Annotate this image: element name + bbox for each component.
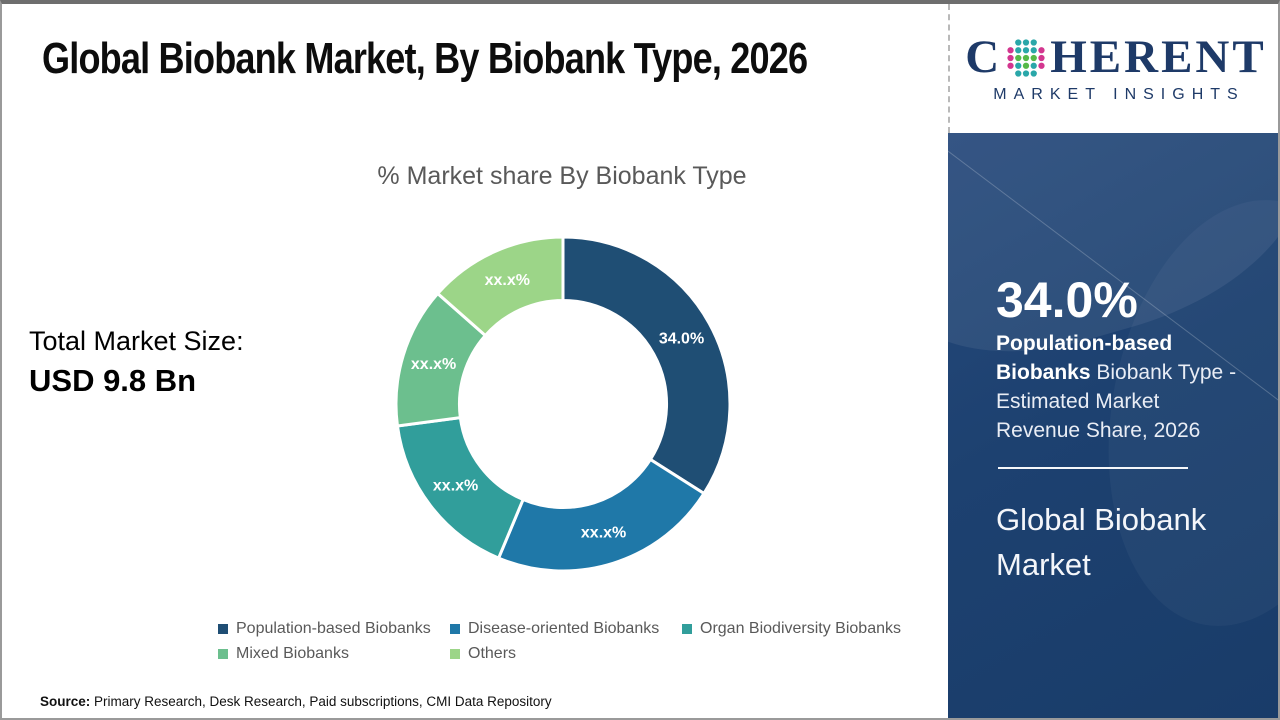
legend-label: Others (468, 645, 517, 662)
sidebar-market-title: Global Biobank Market (996, 502, 1207, 582)
legend-swatch-icon (450, 624, 460, 634)
page-title: Global Biobank Market, By Biobank Type, … (42, 34, 808, 83)
logo-subtitle: MARKET INSIGHTS (993, 86, 1245, 103)
donut-slice-0 (561, 235, 732, 496)
legend-item: Disease-oriented Biobanks (450, 620, 682, 638)
legend-item: Mixed Biobanks (218, 645, 450, 663)
slice-label-3: xx.x% (411, 356, 456, 373)
chart-title: % Market share By Biobank Type (377, 162, 747, 190)
source-label: Source: (40, 694, 91, 709)
donut-slice-4 (435, 235, 565, 338)
source-note: Source: Primary Research, Desk Research,… (40, 694, 552, 709)
coherent-logo: C HERENT MARKET INSIGHTS (948, 4, 1278, 133)
chart-legend: Population-based Biobanks Disease-oriente… (218, 620, 914, 670)
logo-wordmark: C HERENT (965, 33, 1266, 81)
source-text: Primary Research, Desk Research, Paid su… (90, 694, 552, 709)
logo-letters-herent: HERENT (1050, 30, 1267, 83)
legend-row: Population-based Biobanks Disease-oriente… (218, 620, 914, 638)
right-column: C HERENT MARKET INSIGHTS 34.0% Po (948, 4, 1278, 718)
legend-swatch-icon (682, 624, 692, 634)
coherent-logo-dots-icon (1007, 39, 1045, 77)
legend-swatch-icon (218, 649, 228, 659)
legend-item: Population-based Biobanks (218, 620, 450, 638)
divider-line (998, 467, 1188, 469)
legend-row: Mixed Biobanks Others (218, 645, 914, 663)
legend-label: Mixed Biobanks (236, 645, 349, 662)
slice-label-4: xx.x% (485, 272, 530, 289)
legend-item: Organ Biodiversity Biobanks (682, 620, 914, 638)
donut-svg: 34.0% xx.x% xx.x% xx.x% xx.x% (394, 235, 732, 573)
legend-label: Disease-oriented Biobanks (468, 620, 660, 637)
legend-swatch-icon (450, 649, 460, 659)
stat-description: Population-based Biobanks Biobank Type -… (996, 329, 1246, 445)
slice-label-1: xx.x% (581, 525, 626, 542)
slice-label-0: 34.0% (659, 330, 704, 347)
stat-value: 34.0% (996, 272, 1138, 328)
market-size-label: Total Market Size: (29, 326, 244, 356)
total-market-size: Total Market Size: USD 9.8 Bn (29, 326, 244, 399)
highlight-sidebar: 34.0% Population-based Biobanks Biobank … (948, 133, 1278, 718)
market-size-value: USD 9.8 Bn (29, 363, 197, 398)
donut-chart: 34.0% xx.x% xx.x% xx.x% xx.x% (393, 234, 733, 574)
legend-swatch-icon (218, 624, 228, 634)
legend-item: Others (450, 645, 682, 663)
logo-letter-c: C (965, 30, 1003, 83)
slice-label-2: xx.x% (433, 478, 478, 495)
stat-description-rest: Biobank Type - Estimated Market Revenue … (996, 361, 1237, 442)
main-chart-area: Global Biobank Market, By Biobank Type, … (2, 4, 948, 718)
stat-category: Population-based Biobanks (996, 332, 1173, 384)
legend-label: Population-based Biobanks (236, 620, 431, 637)
donut-slice-1 (496, 457, 707, 573)
legend-label: Organ Biodiversity Biobanks (700, 620, 901, 637)
